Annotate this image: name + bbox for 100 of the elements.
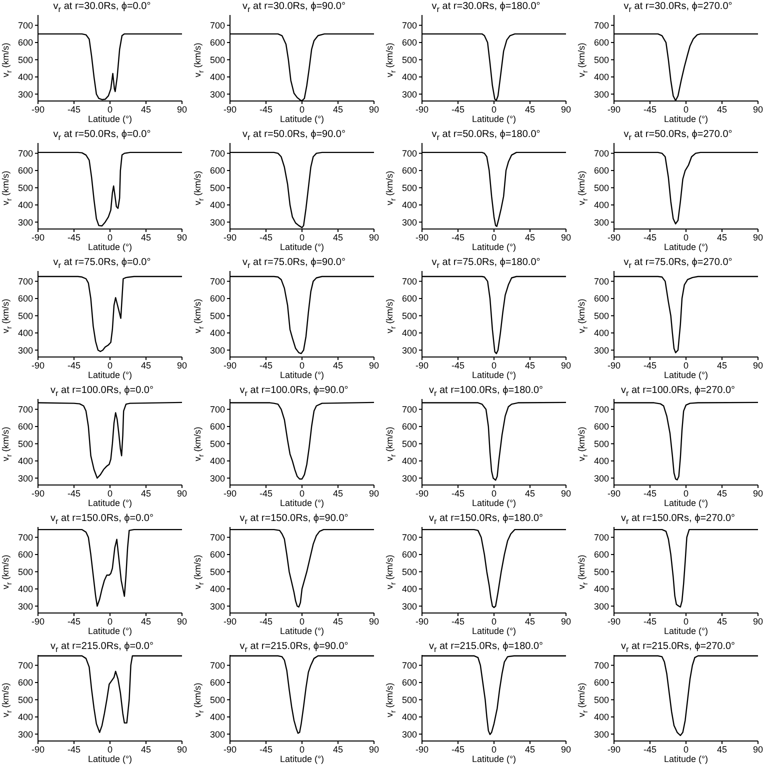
y-tick-label: 400 bbox=[18, 200, 33, 210]
y-tick-label: 600 bbox=[402, 166, 417, 176]
x-tick-label: 45 bbox=[140, 232, 152, 242]
x-axis-title: Latitude (°) bbox=[86, 114, 134, 124]
x-tick-label: 90 bbox=[560, 360, 572, 370]
y-tick-label: 300 bbox=[402, 345, 417, 356]
x-axis-title: Latitude (°) bbox=[470, 114, 518, 124]
x-tick-label: -45 bbox=[451, 360, 465, 370]
chart-title: v$_{r}$ at r=100.0Rs, ϕ=90.0° bbox=[238, 384, 350, 398]
y-tick-label: 300 bbox=[18, 473, 33, 484]
x-tick-label: -45 bbox=[643, 616, 657, 626]
x-tick-label: -45 bbox=[259, 360, 273, 370]
y-tick-label: 500 bbox=[594, 566, 609, 577]
x-tick-label: 45 bbox=[332, 232, 344, 242]
x-tick-label: 45 bbox=[716, 104, 728, 114]
y-tick-label: 400 bbox=[594, 328, 609, 338]
x-tick-label: -45 bbox=[259, 104, 273, 114]
y-tick-label: 400 bbox=[402, 72, 417, 82]
x-axis-title: Latitude (°) bbox=[86, 242, 134, 252]
y-tick-label: 300 bbox=[594, 473, 609, 484]
chart-title: v$_{r}$ at r=75.0Rs, ϕ=270.0° bbox=[622, 256, 734, 270]
y-tick-label: 600 bbox=[18, 166, 33, 176]
y-tick-label: 400 bbox=[402, 456, 417, 466]
y-tick-label: 700 bbox=[594, 660, 609, 671]
y-tick-label: 600 bbox=[594, 38, 609, 48]
chart-title: v$_{r}$ at r=75.0Rs, ϕ=180.0° bbox=[430, 256, 542, 270]
y-tick-label: 400 bbox=[210, 712, 225, 722]
y-tick-label: 300 bbox=[18, 601, 33, 612]
x-axis-title: Latitude (°) bbox=[470, 498, 518, 508]
x-axis-title: Latitude (°) bbox=[470, 370, 518, 380]
y-tick-label: 600 bbox=[402, 38, 417, 48]
x-tick-label: -90 bbox=[223, 616, 237, 626]
x-tick-label: 45 bbox=[332, 488, 344, 498]
x-tick-label: -45 bbox=[643, 488, 657, 498]
x-tick-label: -45 bbox=[643, 232, 657, 242]
x-tick-label: 90 bbox=[176, 488, 188, 498]
y-tick-label: 700 bbox=[210, 148, 225, 159]
chart-title: v$_{r}$ at r=100.0Rs, ϕ=0.0° bbox=[50, 384, 154, 398]
y-tick-label: 500 bbox=[594, 694, 609, 705]
y-tick-label: 400 bbox=[210, 584, 225, 594]
y-tick-label: 600 bbox=[210, 550, 225, 560]
y-tick-label: 600 bbox=[402, 294, 417, 304]
x-tick-label: 0 bbox=[299, 744, 305, 754]
x-tick-label: 0 bbox=[107, 488, 113, 498]
y-tick-label: 400 bbox=[402, 712, 417, 722]
y-tick-label: 600 bbox=[18, 38, 33, 48]
x-tick-label: 0 bbox=[491, 104, 497, 114]
y-tick-label: 500 bbox=[210, 566, 225, 577]
x-tick-label: -90 bbox=[31, 488, 45, 498]
y-tick-label: 300 bbox=[18, 345, 33, 356]
y-tick-label: 500 bbox=[402, 438, 417, 449]
x-axis-title: Latitude (°) bbox=[86, 626, 134, 636]
x-axis-title: Latitude (°) bbox=[278, 114, 326, 124]
x-tick-label: -90 bbox=[223, 744, 237, 754]
y-tick-label: 700 bbox=[594, 276, 609, 287]
x-tick-label: 0 bbox=[491, 744, 497, 754]
chart-title: v$_{r}$ at r=100.0Rs, ϕ=180.0° bbox=[428, 384, 544, 398]
x-tick-label: 45 bbox=[716, 232, 728, 242]
x-tick-label: -45 bbox=[67, 488, 81, 498]
y-tick-label: 300 bbox=[402, 217, 417, 228]
x-tick-label: 45 bbox=[716, 744, 728, 754]
chart-title: v$_{r}$ at r=215.0Rs, ϕ=180.0° bbox=[428, 640, 544, 654]
chart-title: v$_{r}$ at r=215.0Rs, ϕ=0.0° bbox=[50, 640, 154, 654]
x-tick-label: -45 bbox=[67, 744, 81, 754]
chart-title: v$_{r}$ at r=30.0Rs, ϕ=90.0° bbox=[242, 0, 346, 14]
x-tick-label: 90 bbox=[176, 104, 188, 114]
x-tick-label: -45 bbox=[643, 360, 657, 370]
x-axis-title: Latitude (°) bbox=[470, 626, 518, 636]
chart-title: v$_{r}$ at r=75.0Rs, ϕ=0.0° bbox=[52, 256, 152, 270]
y-tick-label: 600 bbox=[402, 550, 417, 560]
y-tick-label: 400 bbox=[594, 72, 609, 82]
x-tick-label: 0 bbox=[683, 104, 689, 114]
x-tick-label: -90 bbox=[415, 104, 429, 114]
y-tick-label: 400 bbox=[402, 584, 417, 594]
x-tick-label: -45 bbox=[259, 616, 273, 626]
y-tick-label: 300 bbox=[594, 345, 609, 356]
y-tick-label: 300 bbox=[210, 729, 225, 740]
x-tick-label: 0 bbox=[491, 488, 497, 498]
y-tick-label: 500 bbox=[402, 310, 417, 321]
x-axis-title: Latitude (°) bbox=[470, 242, 518, 252]
x-tick-label: 90 bbox=[752, 360, 764, 370]
x-tick-label: -90 bbox=[607, 232, 621, 242]
y-tick-label: 600 bbox=[18, 294, 33, 304]
x-tick-label: 0 bbox=[299, 104, 305, 114]
y-tick-label: 700 bbox=[402, 20, 417, 31]
y-tick-label: 600 bbox=[210, 678, 225, 688]
x-axis-title: Latitude (°) bbox=[278, 754, 326, 764]
y-tick-label: 700 bbox=[594, 148, 609, 159]
y-tick-label: 300 bbox=[18, 217, 33, 228]
x-tick-label: -90 bbox=[607, 744, 621, 754]
y-tick-label: 500 bbox=[402, 54, 417, 65]
x-tick-label: 45 bbox=[716, 616, 728, 626]
y-tick-label: 500 bbox=[594, 438, 609, 449]
x-tick-label: -45 bbox=[643, 744, 657, 754]
x-tick-label: 45 bbox=[524, 104, 536, 114]
x-tick-label: 0 bbox=[683, 232, 689, 242]
x-axis-title: Latitude (°) bbox=[278, 370, 326, 380]
x-tick-label: -45 bbox=[259, 744, 273, 754]
chart-title: v$_{r}$ at r=75.0Rs, ϕ=90.0° bbox=[242, 256, 346, 270]
x-tick-label: -90 bbox=[223, 360, 237, 370]
